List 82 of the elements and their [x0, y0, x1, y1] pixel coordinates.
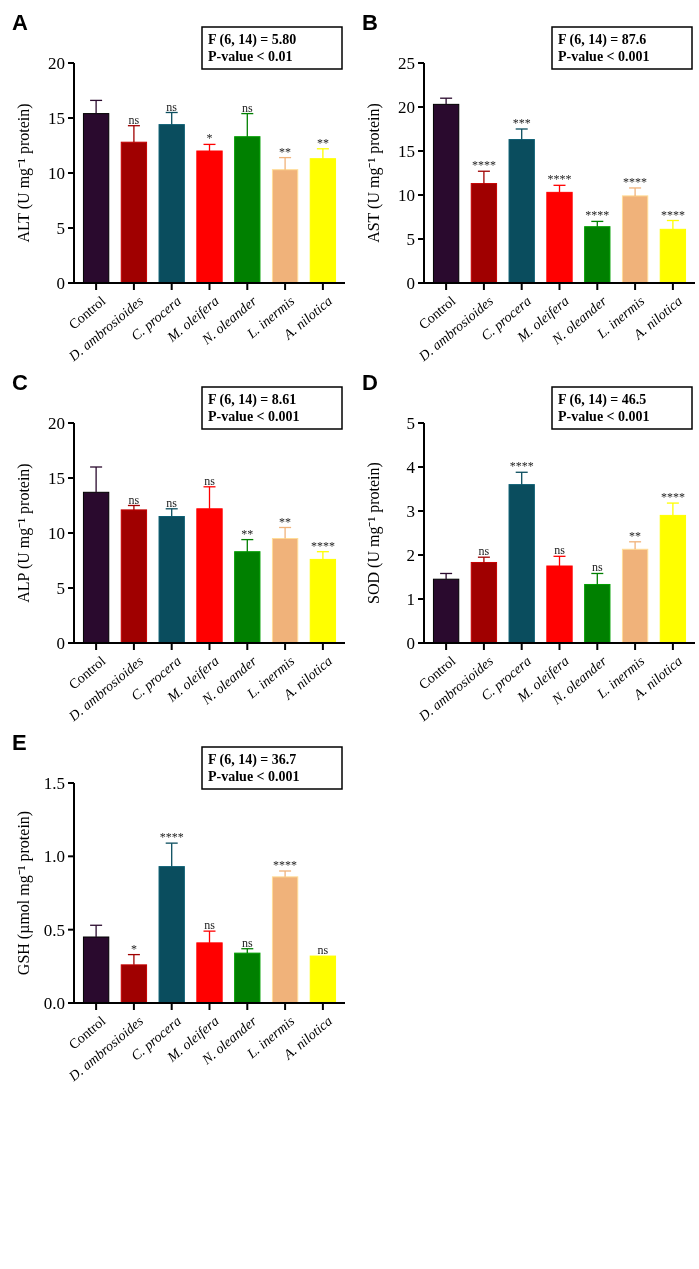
bar [584, 226, 611, 284]
bar [234, 952, 261, 1004]
bar [271, 876, 299, 1004]
annotation: **** [509, 459, 534, 474]
y-tick-label: 15 [398, 141, 415, 161]
annotation: **** [471, 158, 496, 173]
annotation: ns [241, 100, 253, 115]
bar [120, 509, 148, 644]
y-tick-label: 3 [406, 501, 415, 521]
stats-box: F (6, 14) = 36.7 P-value < 0.001 [201, 746, 343, 790]
annotation: **** [585, 208, 610, 223]
stats-box: F (6, 14) = 5.80 P-value < 0.01 [201, 26, 343, 70]
annotation: ns [478, 544, 490, 559]
stats-box: F (6, 14) = 8.61 P-value < 0.001 [201, 386, 343, 430]
annotation: ns [204, 918, 216, 933]
annotation: ns [591, 560, 603, 575]
stats-box: F (6, 14) = 46.5 P-value < 0.001 [551, 386, 693, 430]
annotation: ns [166, 99, 178, 114]
annotation: ns [128, 492, 140, 507]
annotation: **** [660, 490, 685, 505]
bar [309, 955, 337, 1004]
chart-title: C [12, 370, 28, 395]
y-tick-label: 2 [406, 545, 415, 565]
y-axis-title: GSH (µmol mg⁻¹ protein) [15, 810, 33, 976]
annotation: ns [204, 473, 216, 488]
y-tick-label: 4 [406, 457, 416, 477]
y-tick-label: 5 [406, 229, 415, 249]
y-tick-label: 10 [48, 523, 65, 543]
bar [470, 561, 498, 644]
y-axis-title: ALP (U mg⁻¹ protein) [15, 463, 33, 603]
annotation: **** [159, 830, 184, 845]
annotation: P-value < 0.001 [558, 49, 650, 64]
annotation: P-value < 0.001 [208, 409, 300, 424]
y-tick-label: 15 [48, 468, 65, 488]
y-tick-label: 0 [56, 273, 65, 293]
annotation: *** [512, 116, 531, 130]
chart-title: E [12, 730, 27, 755]
annotation: P-value < 0.001 [208, 769, 300, 784]
annotation: **** [310, 538, 335, 553]
y-tick-label: 10 [398, 185, 415, 205]
annotation: ns [166, 495, 178, 510]
annotation: * [206, 131, 213, 146]
y-tick-label: 0.0 [43, 993, 65, 1013]
y-tick-label: 5 [56, 578, 65, 598]
y-tick-label: 1.5 [43, 773, 65, 793]
y-tick-label: 0 [406, 273, 415, 293]
y-tick-label: 5 [406, 413, 415, 433]
y-tick-label: 1.0 [43, 847, 65, 867]
y-axis-title: AST (U mg⁻¹ protein) [365, 103, 383, 243]
y-axis-title: ALT (U mg⁻¹ protein) [15, 103, 33, 243]
y-tick-label: 20 [48, 53, 65, 73]
annotation: ** [629, 528, 642, 543]
y-tick-label: 20 [48, 413, 65, 433]
annotation: **** [623, 174, 648, 189]
y-tick-label: 25 [398, 53, 415, 73]
annotation: **** [660, 207, 685, 222]
y-tick-label: 0.5 [43, 920, 65, 940]
y-tick-label: 5 [56, 218, 65, 238]
annotation: ns [241, 935, 253, 950]
y-tick-label: 20 [398, 97, 415, 117]
annotation: * [130, 941, 137, 956]
annotation: ** [316, 135, 329, 150]
annotation: ** [279, 514, 292, 529]
stats-box: F (6, 14) = 87.6 P-value < 0.001 [551, 26, 693, 70]
annotation: **** [547, 172, 572, 187]
y-tick-label: 0 [406, 633, 415, 653]
y-tick-label: 15 [48, 108, 65, 128]
y-axis-title: SOD (U mg⁻¹ protein) [365, 462, 383, 604]
chart-title: D [362, 370, 378, 395]
annotation: P-value < 0.01 [208, 49, 293, 64]
annotation: ** [241, 526, 254, 541]
y-tick-label: 1 [406, 589, 415, 609]
annotation: ns [317, 943, 329, 958]
chart-title: A [12, 10, 28, 35]
y-tick-label: 0 [56, 633, 65, 653]
annotation: P-value < 0.001 [558, 409, 650, 424]
y-tick-label: 10 [48, 163, 65, 183]
annotation: ** [279, 144, 292, 159]
annotation: **** [273, 858, 298, 872]
annotation: ns [554, 543, 566, 558]
annotation: ns [128, 112, 140, 127]
chart-title: B [362, 10, 378, 35]
